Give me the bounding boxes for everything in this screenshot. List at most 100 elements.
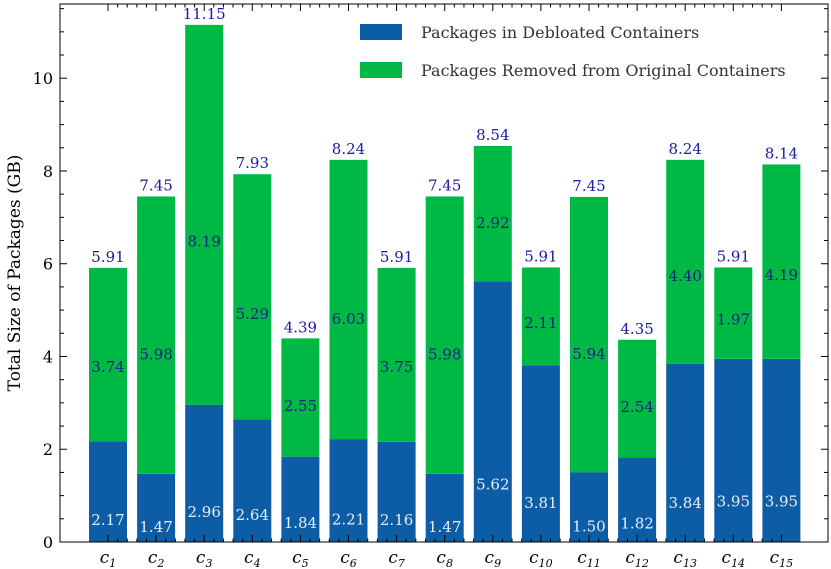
x-tick-label-base: c <box>340 548 350 568</box>
plot-area: 2.17 3.74 5.91 1.47 5.98 7.45 2.96 8.19 11.15 2.6… <box>89 5 801 542</box>
data-label-debloated: 3.95 <box>717 493 750 511</box>
x-tick-label-sub: 3 <box>205 557 212 569</box>
x-tick-label-base: c <box>577 548 587 568</box>
x-tick-label-base: c <box>436 548 446 568</box>
data-label-total: 7.45 <box>428 176 461 194</box>
bar-debloated <box>281 456 320 542</box>
bar-removed <box>762 164 801 359</box>
data-label-debloated: 2.64 <box>236 506 269 524</box>
x-tick-label-base: c <box>148 548 158 568</box>
x-tick-label-sub: 9 <box>494 557 501 569</box>
y-axis-label: Total Size of Packages (GB) <box>5 155 25 392</box>
bar-debloated <box>185 404 224 542</box>
x-tick-label-sub: 7 <box>398 557 405 569</box>
x-tick-label: c5 <box>292 548 309 569</box>
legend: Packages in Debloated Containers Packages… <box>360 23 786 80</box>
bar-removed <box>137 196 176 474</box>
x-tick-label-base: c <box>100 548 110 568</box>
data-label-removed: 2.54 <box>620 398 653 416</box>
bar-removed <box>89 267 127 442</box>
data-label-total: 4.35 <box>620 320 653 338</box>
y-tick-label: 10 <box>33 69 53 88</box>
x-tick-label-sub: 13 <box>683 557 697 569</box>
data-label-debloated: 3.95 <box>765 493 798 511</box>
data-label-removed: 8.19 <box>187 232 220 250</box>
bar-debloated <box>618 457 657 542</box>
data-label-removed: 5.94 <box>572 345 605 363</box>
data-label-removed: 5.29 <box>236 305 269 323</box>
x-tick-label: c15 <box>770 548 794 569</box>
data-label-debloated: 3.84 <box>668 494 701 512</box>
data-label-total: 7.93 <box>236 154 269 172</box>
y-tick-label: 2 <box>43 440 53 459</box>
x-tick-label: c2 <box>148 548 165 569</box>
bar-debloated <box>89 441 127 542</box>
x-tick-label: c14 <box>722 548 746 569</box>
bar-debloated <box>666 363 705 542</box>
data-label-total: 7.45 <box>139 176 172 194</box>
bar-removed <box>618 339 657 458</box>
data-label-debloated: 2.21 <box>332 510 365 528</box>
x-tick-label: c10 <box>529 548 553 569</box>
x-tick-label-sub: 2 <box>156 557 164 569</box>
y-tick-label: 8 <box>43 162 53 181</box>
legend-entry: Packages in Debloated Containers <box>421 23 699 42</box>
x-tick-label-base: c <box>388 548 398 568</box>
x-tick-label: c1 <box>100 548 117 569</box>
bar-removed <box>281 338 320 457</box>
data-label-total: 4.39 <box>284 318 317 336</box>
x-tick-label-sub: 15 <box>779 557 793 569</box>
data-label-removed: 4.19 <box>765 266 798 284</box>
data-label-debloated: 3.81 <box>524 494 557 512</box>
data-label-total: 5.91 <box>524 247 557 265</box>
data-label-debloated: 2.16 <box>380 511 413 529</box>
data-label-removed: 3.75 <box>380 358 413 376</box>
x-tick-label-sub: 6 <box>350 557 357 569</box>
data-label-total: 8.54 <box>476 126 509 144</box>
bar-removed <box>521 267 560 366</box>
x-tick-label-sub: 14 <box>731 557 745 569</box>
x-tick-label: c3 <box>196 548 213 569</box>
data-label-debloated: 1.84 <box>284 514 317 532</box>
bar-debloated <box>377 441 416 542</box>
y-tick-label: 4 <box>43 347 53 366</box>
bar-removed <box>425 196 464 474</box>
bar-debloated <box>137 473 176 542</box>
data-label-total: 5.91 <box>91 248 124 266</box>
x-tick-label-sub: 10 <box>539 557 553 569</box>
x-tick-label-sub: 4 <box>253 557 261 569</box>
x-tick-label-base: c <box>529 548 539 568</box>
data-label-total: 7.45 <box>572 177 605 195</box>
bar-debloated <box>762 358 801 542</box>
data-label-debloated: 1.47 <box>428 518 461 536</box>
data-label-debloated: 1.50 <box>572 518 605 536</box>
data-label-total: 5.91 <box>380 248 413 266</box>
x-tick-label: c9 <box>485 548 502 569</box>
bar-debloated <box>329 439 368 542</box>
data-label-debloated: 1.82 <box>620 514 653 532</box>
bar-debloated <box>473 281 512 542</box>
bar-removed <box>666 159 705 364</box>
bar-removed <box>714 267 753 359</box>
x-tick-label-base: c <box>673 548 683 568</box>
x-tick-label-sub: 5 <box>302 557 309 569</box>
bar-removed <box>329 159 368 440</box>
data-label-total: 5.91 <box>717 247 750 265</box>
legend-entry: Packages Removed from Original Container… <box>421 61 786 80</box>
bar-removed <box>570 196 608 473</box>
x-tick-label: c11 <box>577 548 601 569</box>
x-tick-label-base: c <box>244 548 254 568</box>
legend-swatch <box>360 62 402 78</box>
x-tick-label-sub: 8 <box>446 557 453 569</box>
data-label-removed: 2.11 <box>524 314 557 332</box>
data-label-removed: 5.98 <box>139 346 172 364</box>
x-tick-label: c4 <box>244 548 261 569</box>
bar-debloated <box>570 472 608 542</box>
bar-debloated <box>233 419 272 542</box>
x-tick-label: c6 <box>340 548 357 569</box>
y-tick-label: 6 <box>43 255 53 274</box>
bar-removed <box>233 174 272 420</box>
data-label-total: 8.14 <box>765 144 798 162</box>
x-tick-label: c7 <box>388 548 405 569</box>
